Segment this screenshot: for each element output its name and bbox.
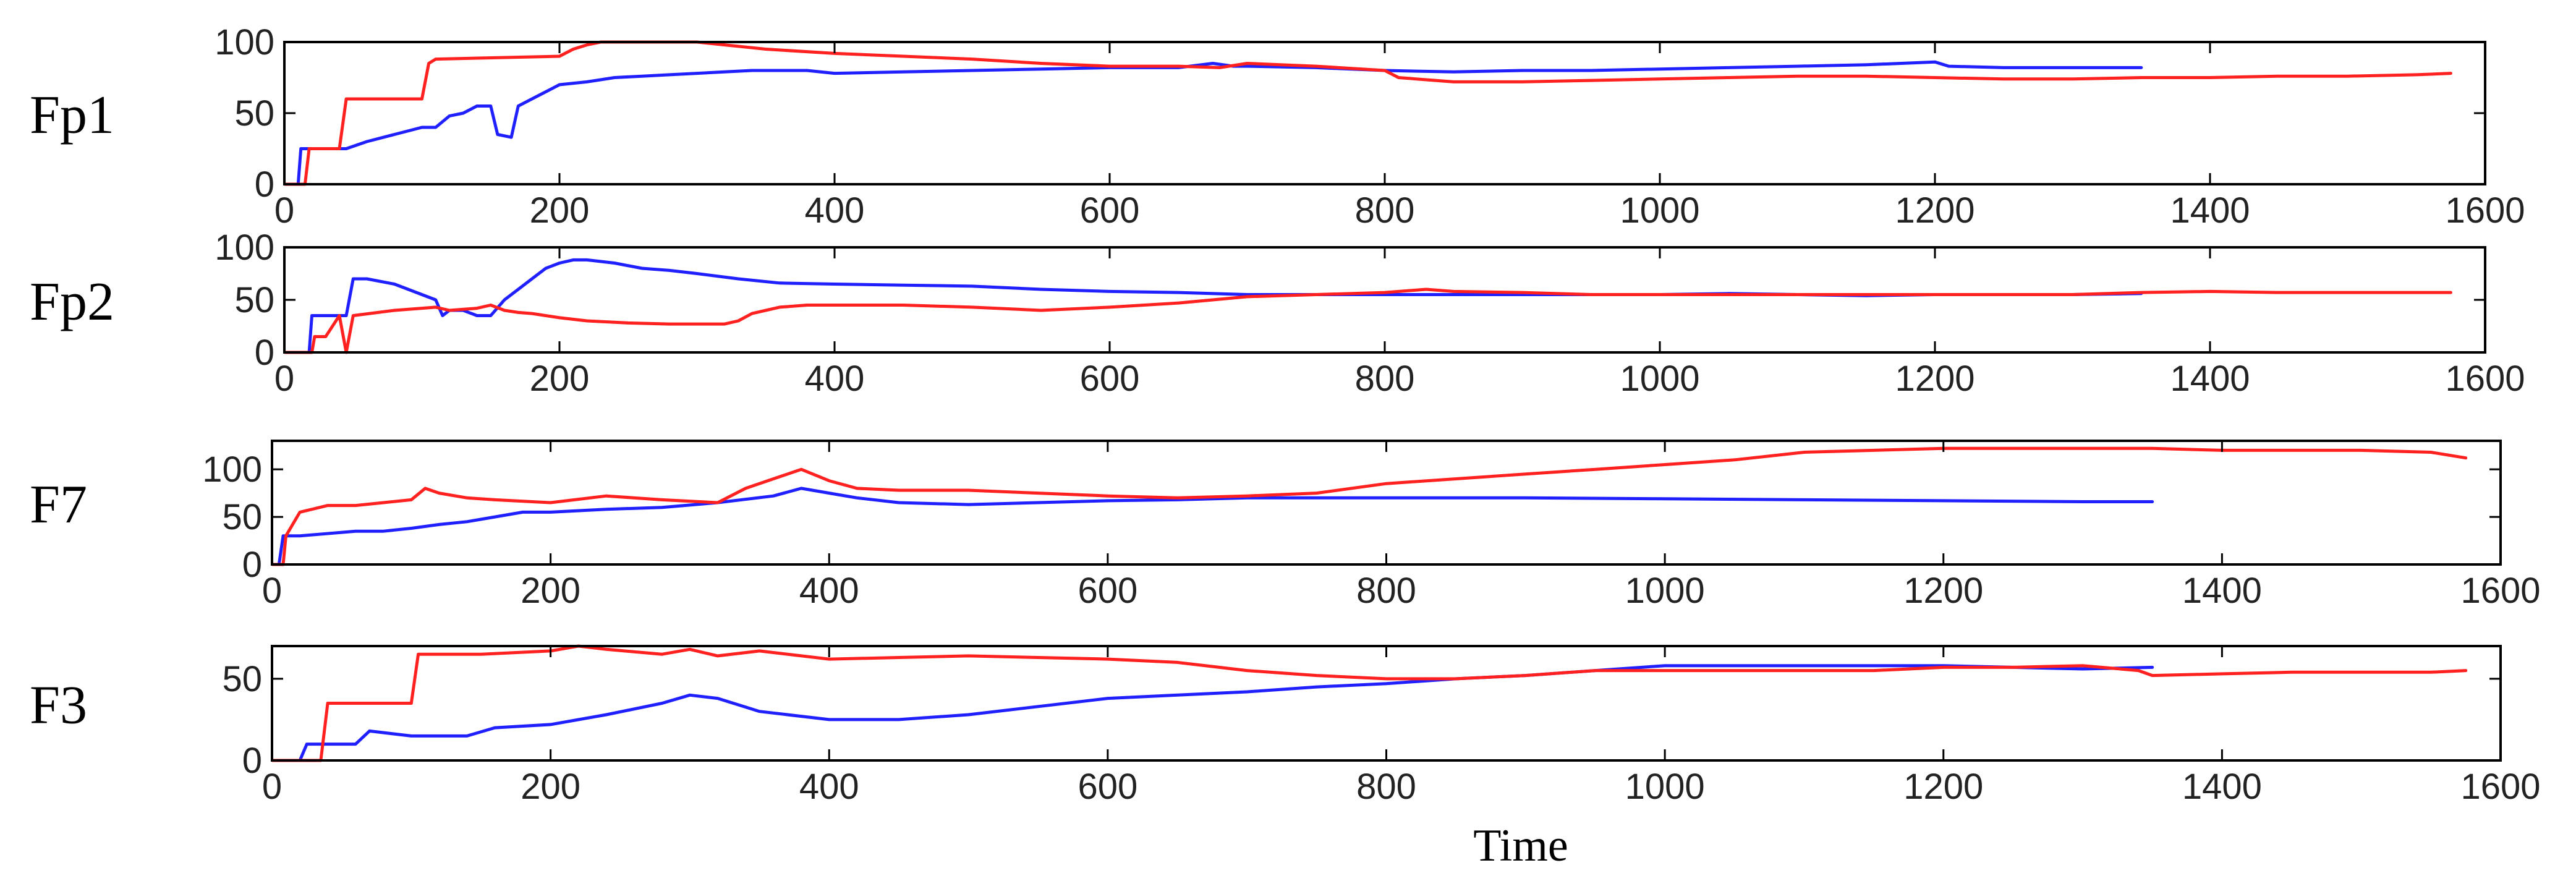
y-tick-label: 100 xyxy=(215,228,274,268)
x-tick-label: 800 xyxy=(1356,767,1416,807)
x-tick-label: 1600 xyxy=(2445,190,2525,231)
channel-label: F3 xyxy=(30,676,87,736)
x-tick-label: 1000 xyxy=(1625,767,1705,807)
y-tick-label: 50 xyxy=(222,659,262,699)
x-tick-label: 200 xyxy=(530,359,590,399)
y-tick-label: 0 xyxy=(255,164,274,205)
x-tick-label: 600 xyxy=(1080,190,1140,231)
x-tick-label: 800 xyxy=(1355,359,1415,399)
panel-4: 0 200 400 600 800 1000 1200 1400 1600 0 50 F3 xyxy=(30,644,2541,807)
x-tick-label: 200 xyxy=(530,190,590,231)
series-line-blue xyxy=(272,487,2154,566)
y-tick-label: 100 xyxy=(202,449,262,490)
x-tick-label: 1600 xyxy=(2460,571,2540,611)
y-tick-label: 50 xyxy=(234,280,274,320)
x-tick-label: 1400 xyxy=(2170,359,2250,399)
x-tick-label: 400 xyxy=(805,190,865,231)
x-tick-label: 0 xyxy=(274,359,294,399)
x-tick-label: 1400 xyxy=(2182,767,2262,807)
x-tick-label: 800 xyxy=(1355,190,1415,231)
x-axis-title: Time xyxy=(1473,820,1568,871)
series-line-red xyxy=(284,40,2452,186)
y-tick-label: 0 xyxy=(242,545,262,585)
x-tick-label: 1200 xyxy=(1895,190,1975,231)
x-tick-label: 1400 xyxy=(2170,190,2250,231)
channel-label: F7 xyxy=(30,475,87,535)
x-tick-label: 400 xyxy=(799,767,859,807)
y-tick-label: 100 xyxy=(215,22,274,62)
x-tick-label: 1000 xyxy=(1620,190,1699,231)
x-tick-label: 0 xyxy=(262,571,282,611)
x-tick-label: 600 xyxy=(1080,359,1140,399)
y-tick-label: 50 xyxy=(222,497,262,537)
x-tick-label: 1400 xyxy=(2182,571,2262,611)
x-tick-label: 1600 xyxy=(2460,767,2540,807)
series-line-blue xyxy=(284,258,2143,354)
channel-label: Fp2 xyxy=(30,272,114,332)
series-line-blue xyxy=(272,664,2154,762)
x-tick-label: 1200 xyxy=(1903,571,1983,611)
y-tick-label: 50 xyxy=(234,93,274,134)
channel-label: Fp1 xyxy=(30,85,114,145)
x-tick-label: 600 xyxy=(1078,767,1137,807)
series-line-blue xyxy=(284,60,2143,186)
x-tick-label: 400 xyxy=(799,571,859,611)
y-tick-label: 0 xyxy=(255,333,274,373)
y-tick-label: 0 xyxy=(242,741,262,781)
x-tick-label: 200 xyxy=(521,767,580,807)
panel-1: 0 200 400 600 800 1000 1200 1400 1600 0 50 100 Fp1 xyxy=(30,22,2525,231)
x-tick-label: 1000 xyxy=(1625,571,1705,611)
x-tick-label: 200 xyxy=(521,571,580,611)
plot-frame xyxy=(271,440,2502,566)
plot-frame xyxy=(271,645,2502,762)
x-tick-label: 0 xyxy=(262,767,282,807)
x-tick-label: 0 xyxy=(274,190,294,231)
x-tick-label: 1000 xyxy=(1620,359,1699,399)
series-line-red xyxy=(284,287,2452,354)
x-tick-label: 600 xyxy=(1078,571,1137,611)
x-tick-label: 800 xyxy=(1356,571,1416,611)
x-tick-label: 1200 xyxy=(1895,359,1975,399)
x-tick-label: 1200 xyxy=(1903,767,1983,807)
x-tick-label: 400 xyxy=(805,359,865,399)
plot-frame xyxy=(283,41,2486,185)
series-line-red xyxy=(272,446,2468,566)
series-line-red xyxy=(272,644,2468,762)
x-tick-label: 1600 xyxy=(2445,359,2525,399)
